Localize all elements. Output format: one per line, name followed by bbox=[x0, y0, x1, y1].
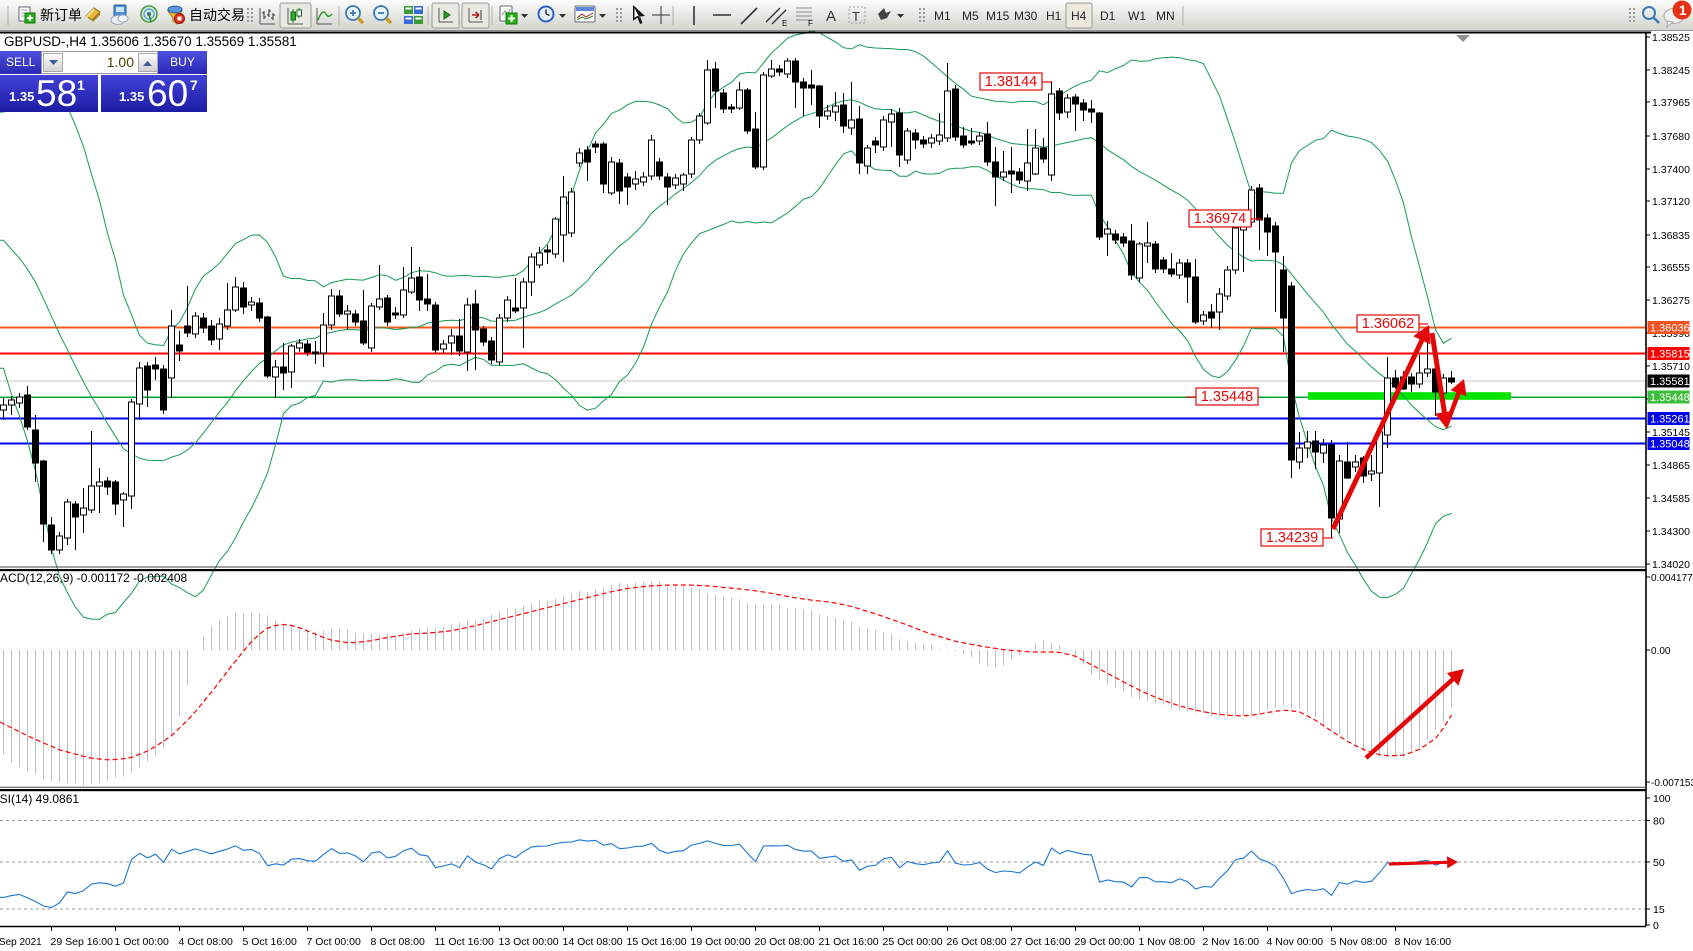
svg-text:21 Oct 16:00: 21 Oct 16:00 bbox=[819, 936, 879, 948]
svg-text:1.35261: 1.35261 bbox=[1650, 414, 1690, 426]
svg-text:M5: M5 bbox=[962, 9, 979, 23]
svg-text:26 Oct 08:00: 26 Oct 08:00 bbox=[947, 936, 1007, 948]
svg-text:1.35448: 1.35448 bbox=[1201, 389, 1253, 405]
svg-text:1.38245: 1.38245 bbox=[1652, 65, 1690, 77]
svg-text:80: 80 bbox=[1653, 816, 1665, 828]
svg-text:RSI(14) 49.0861: RSI(14) 49.0861 bbox=[0, 792, 79, 806]
svg-text:29 Sep 16:00: 29 Sep 16:00 bbox=[51, 936, 114, 948]
svg-text:25 Oct 00:00: 25 Oct 00:00 bbox=[883, 936, 943, 948]
svg-text:5 Nov 08:00: 5 Nov 08:00 bbox=[1331, 936, 1388, 948]
svg-text:1.35048: 1.35048 bbox=[1650, 439, 1690, 451]
svg-text:1: 1 bbox=[1679, 3, 1687, 18]
svg-text:7 Oct 00:00: 7 Oct 00:00 bbox=[307, 936, 361, 948]
svg-text:1 Oct 00:00: 1 Oct 00:00 bbox=[115, 936, 169, 948]
svg-text:W1: W1 bbox=[1128, 9, 1146, 23]
svg-text:15 Oct 16:00: 15 Oct 16:00 bbox=[627, 936, 687, 948]
svg-text:13 Oct 00:00: 13 Oct 00:00 bbox=[499, 936, 559, 948]
svg-text:2 Nov 16:00: 2 Nov 16:00 bbox=[1203, 936, 1260, 948]
svg-text:1.38525: 1.38525 bbox=[1652, 32, 1690, 44]
svg-text:D1: D1 bbox=[1100, 9, 1116, 23]
svg-text:A: A bbox=[826, 8, 836, 25]
svg-text:1.34865: 1.34865 bbox=[1652, 460, 1690, 472]
svg-text:1.36275: 1.36275 bbox=[1652, 295, 1690, 307]
svg-text:MACD(12,26,9) -0.001172 -0.002: MACD(12,26,9) -0.001172 -0.002408 bbox=[0, 571, 188, 585]
svg-text:1.34020: 1.34020 bbox=[1652, 559, 1690, 571]
svg-text:1.35448: 1.35448 bbox=[1650, 392, 1690, 404]
svg-text:1.37965: 1.37965 bbox=[1652, 97, 1690, 109]
svg-text:H1: H1 bbox=[1046, 9, 1062, 23]
svg-text:1.38144: 1.38144 bbox=[985, 74, 1037, 90]
svg-text:1.36555: 1.36555 bbox=[1652, 262, 1690, 274]
svg-text:29 Oct 00:00: 29 Oct 00:00 bbox=[1075, 936, 1135, 948]
svg-text:T: T bbox=[852, 9, 860, 24]
svg-text:8 Nov 16:00: 8 Nov 16:00 bbox=[1395, 936, 1452, 948]
svg-text:F: F bbox=[808, 19, 813, 28]
svg-text:-0.007153: -0.007153 bbox=[1651, 778, 1693, 789]
svg-text:H4: H4 bbox=[1071, 9, 1087, 23]
svg-text:1.34239: 1.34239 bbox=[1266, 530, 1318, 546]
svg-text:E: E bbox=[782, 19, 787, 28]
svg-text:5 Oct 16:00: 5 Oct 16:00 bbox=[243, 936, 297, 948]
svg-text:1.35815: 1.35815 bbox=[1650, 349, 1690, 361]
svg-text:MN: MN bbox=[1156, 9, 1175, 23]
svg-text:14 Oct 08:00: 14 Oct 08:00 bbox=[563, 936, 623, 948]
svg-text:1.36974: 1.36974 bbox=[1194, 211, 1246, 227]
svg-text:1.34300: 1.34300 bbox=[1652, 526, 1690, 538]
svg-text:8 Oct 08:00: 8 Oct 08:00 bbox=[371, 936, 425, 948]
svg-text:M30: M30 bbox=[1014, 9, 1038, 23]
svg-text:1.36835: 1.36835 bbox=[1652, 230, 1690, 242]
svg-text:自动交易: 自动交易 bbox=[189, 7, 245, 23]
svg-text:19 Oct 00:00: 19 Oct 00:00 bbox=[691, 936, 751, 948]
svg-text:1.37680: 1.37680 bbox=[1652, 131, 1690, 143]
svg-text:1.35145: 1.35145 bbox=[1652, 427, 1690, 439]
svg-text:1.34585: 1.34585 bbox=[1652, 493, 1690, 505]
svg-text:100: 100 bbox=[1653, 793, 1671, 805]
svg-text:20 Oct 08:00: 20 Oct 08:00 bbox=[755, 936, 815, 948]
svg-text:新订单: 新订单 bbox=[40, 7, 82, 23]
svg-text:M1: M1 bbox=[934, 9, 951, 23]
svg-text:0: 0 bbox=[1653, 920, 1659, 932]
svg-text:1.37120: 1.37120 bbox=[1652, 196, 1690, 208]
svg-text:1.36036: 1.36036 bbox=[1650, 323, 1690, 335]
svg-text:0.004177: 0.004177 bbox=[1651, 573, 1693, 584]
svg-text:11 Oct 16:00: 11 Oct 16:00 bbox=[435, 936, 495, 948]
svg-text:15: 15 bbox=[1653, 904, 1665, 916]
svg-text:1 Nov 08:00: 1 Nov 08:00 bbox=[1139, 936, 1196, 948]
svg-text:M15: M15 bbox=[986, 9, 1010, 23]
svg-text:1.35710: 1.35710 bbox=[1652, 361, 1690, 373]
svg-text:1.35581: 1.35581 bbox=[1650, 376, 1690, 388]
svg-text:4 Nov 00:00: 4 Nov 00:00 bbox=[1267, 936, 1324, 948]
svg-text:1.36062: 1.36062 bbox=[1362, 316, 1414, 332]
svg-text:4 Oct 08:00: 4 Oct 08:00 bbox=[179, 936, 233, 948]
svg-text:1.37400: 1.37400 bbox=[1652, 164, 1690, 176]
svg-text:27 Oct 16:00: 27 Oct 16:00 bbox=[1011, 936, 1071, 948]
svg-text:50: 50 bbox=[1653, 857, 1665, 869]
svg-text:GBPUSD-,H4 1.35606 1.35670 1.: GBPUSD-,H4 1.35606 1.35670 1.35569 1.355… bbox=[4, 34, 297, 49]
svg-text:28 Sep 2021: 28 Sep 2021 bbox=[0, 937, 42, 948]
svg-text:0.00: 0.00 bbox=[1651, 646, 1671, 657]
